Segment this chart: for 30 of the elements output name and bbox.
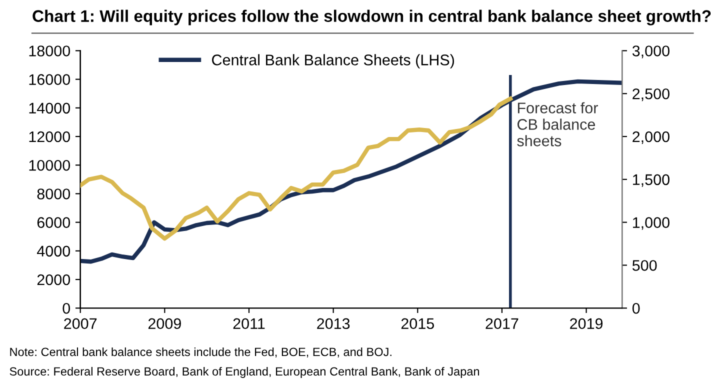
y2-tick-label: 0	[632, 302, 640, 314]
y-tick-label: 16000	[29, 74, 70, 85]
source-note: Source: Federal Reserve Board, Bank of England, European Central Bank, Bank of Japan	[10, 366, 480, 378]
y-tick-label: 10000	[29, 160, 70, 171]
y2-tick-label: 2,500	[632, 88, 670, 102]
x-tick-label: 2013	[317, 318, 350, 330]
legend-label: Central Bank Balance Sheets (LHS)	[212, 54, 454, 68]
y-tick-label: 14000	[29, 102, 70, 114]
y-tick-label: 6000	[37, 217, 70, 228]
x-tick-label: 2015	[401, 318, 434, 330]
y-tick-label: 0	[62, 302, 70, 314]
y2-tick-label: 1,500	[633, 174, 670, 187]
x-tick-label: 2007	[64, 318, 97, 330]
y-tick-label: 4000	[36, 246, 70, 257]
y-tick-label: 8000	[37, 188, 70, 200]
line-series	[80, 96, 512, 241]
y-tick-label: 12000	[29, 131, 70, 142]
x-tick-label: 2019	[570, 318, 603, 330]
x-tick-label: 2009	[148, 318, 181, 330]
text: Note: Central bank balance sheets include the Fed, BOE, ECB, and BOJ.	[10, 347, 392, 358]
y-tick-label: 18000	[29, 46, 70, 56]
y2-tick-label: 1,000	[633, 217, 670, 230]
x-tick-label: 2011	[233, 318, 265, 330]
y2-tick-label: 2,000	[632, 131, 670, 144]
chart-title: Chart 1: Will equity prices follow the slowdown in central bank balance sheet growth?	[32, 10, 711, 26]
ref-line-label: Forecast for CB balance sheets	[517, 102, 598, 146]
y2-tick-label: 500	[632, 260, 657, 271]
y2-tick-label: 3,000	[632, 46, 670, 58]
x-tick-label: 2017	[486, 318, 518, 330]
y-tick-label: 2000	[37, 274, 70, 286]
